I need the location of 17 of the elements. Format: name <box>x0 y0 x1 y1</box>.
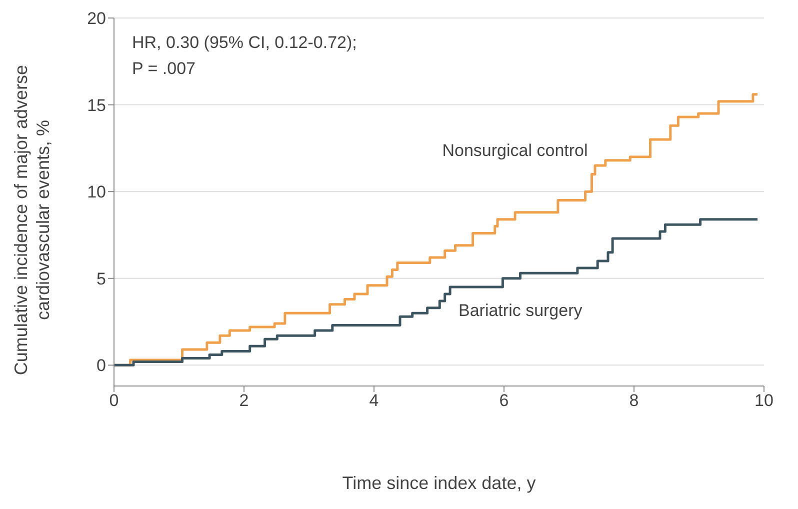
y-axis-title: Cumulative incidence of major adverse cardiovascular events, % <box>10 64 54 378</box>
series-label: Nonsurgical control <box>442 141 588 162</box>
x-tick-label: 2 <box>239 391 249 410</box>
x-tick-label: 4 <box>369 391 379 410</box>
y-tick-label: 0 <box>96 356 106 376</box>
y-tick-label: 5 <box>96 269 106 288</box>
x-tick-label: 6 <box>499 391 509 410</box>
y-tick-label: 15 <box>87 96 106 115</box>
annotation: HR, 0.30 (95% CI, 0.12-0.72); <box>132 32 357 54</box>
annotation: P = .007 <box>132 58 196 80</box>
x-tick-label: 10 <box>754 391 774 410</box>
x-tick-label: 8 <box>629 391 639 410</box>
x-axis-title: Time since index date, y <box>341 473 537 494</box>
y-tick-label: 20 <box>87 9 106 28</box>
y-tick-label: 10 <box>87 182 106 202</box>
series-label: Bariatric surgery <box>458 300 582 321</box>
x-tick-label: 0 <box>109 391 119 410</box>
